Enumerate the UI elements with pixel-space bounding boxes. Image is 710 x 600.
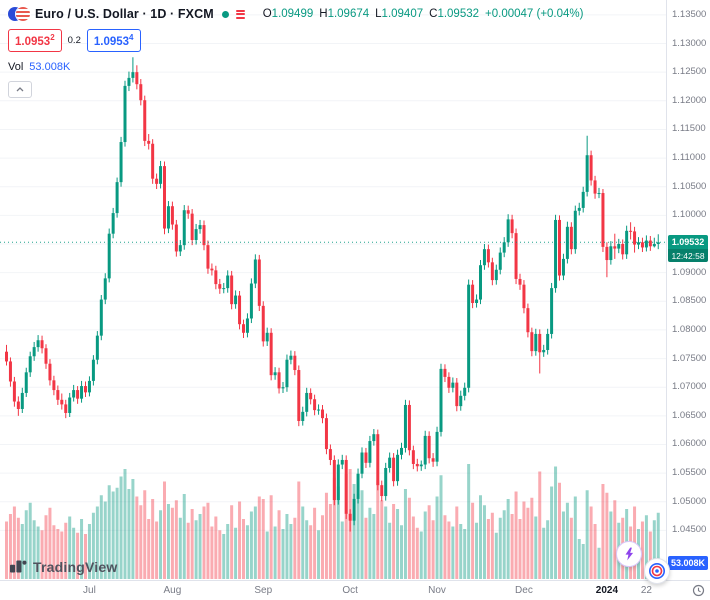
spread-value: 0.2: [67, 34, 81, 46]
open-value: 1.09499: [271, 8, 314, 20]
time-scale-label: Oct: [342, 585, 358, 596]
time-scale-label: Jul: [83, 585, 96, 596]
tradingview-logo-icon: [10, 560, 27, 573]
time-scale-label: 22: [640, 585, 652, 596]
time-scale-label: Dec: [515, 585, 533, 596]
market-status-icon: [221, 10, 229, 18]
lightning-bolt-icon: [625, 547, 634, 561]
price-scale-label: 1.13000: [672, 37, 707, 49]
price-scale-label: 1.06500: [672, 409, 707, 421]
quick-trade-button[interactable]: [616, 541, 642, 567]
price-scale-label: 1.10500: [672, 180, 707, 192]
price-scale-label: 1.09000: [672, 266, 707, 278]
price-scale-label: 1.06000: [672, 438, 707, 450]
symbol-row: Euro / U.S. Dollar · 1D · FXCM O 1.09499 …: [8, 6, 583, 22]
change-value: +0.00047 (+0.04%): [485, 8, 584, 20]
timezone-clock-icon[interactable]: [692, 584, 705, 597]
price-scale-label: 1.11500: [672, 123, 706, 135]
concentric-rings-icon: [648, 562, 666, 580]
legend-collapse-button[interactable]: [8, 80, 32, 98]
bid-ask-row: 1.09532 0.2 1.09534: [8, 29, 583, 52]
price-scale-label: 1.04500: [672, 524, 707, 536]
time-scale[interactable]: Jul Aug Sep Oct Nov Dec 2024 22: [0, 580, 710, 600]
last-price-label: 1.09532 12:42:58: [668, 235, 708, 263]
price-scale-label: 1.07000: [672, 381, 707, 393]
time-scale-label: Nov: [428, 585, 446, 596]
low-value: 1.09407: [381, 8, 424, 20]
price-scale-label: 1.05000: [672, 495, 707, 507]
last-price-value: 1.09532: [668, 235, 708, 250]
eurusd-flag-icon: [8, 7, 30, 21]
price-scale-label: 1.12500: [672, 66, 707, 78]
chevron-up-icon: [16, 86, 24, 92]
price-scale-label: 1.08000: [672, 323, 707, 335]
high-value: 1.09674: [327, 8, 370, 20]
price-scale-label: 1.05500: [672, 467, 707, 479]
market-bubbles-button[interactable]: [644, 558, 670, 584]
buy-price-button[interactable]: 1.09534: [86, 29, 141, 52]
high-label: H: [319, 8, 328, 20]
close-label: C: [429, 8, 438, 20]
time-scale-label: Aug: [163, 585, 182, 596]
volume-indicator-label: Vol: [8, 60, 24, 73]
low-label: L: [375, 8, 382, 20]
price-scale-label: 1.07500: [672, 352, 707, 364]
ohlc-readout: O 1.09499 H 1.09674 L 1.09407 C 1.09532 +0.0…: [257, 8, 584, 20]
price-scale[interactable]: 1.09532 12:42:58 1.13500 1.13000 1.12500 1.…: [666, 0, 710, 580]
volume-indicator-row: Vol 53.008K: [8, 61, 583, 73]
price-scale-label: 1.08500: [672, 295, 707, 307]
bar-countdown: 12:42:58: [668, 249, 708, 263]
symbol-title[interactable]: Euro / U.S. Dollar · 1D · FXCM: [35, 7, 214, 21]
sell-price-button[interactable]: 1.09532: [8, 29, 62, 52]
tradingview-logo-text: TradingView: [33, 558, 118, 575]
open-label: O: [262, 8, 272, 20]
volume-indicator-value: 53.008K: [29, 60, 71, 73]
chart-legend: Euro / U.S. Dollar · 1D · FXCM O 1.09499 …: [8, 6, 583, 98]
price-scale-label: 1.13500: [672, 8, 707, 20]
close-value: 1.09532: [437, 8, 480, 20]
time-scale-label: 2024: [595, 585, 619, 596]
time-scale-label: Sep: [254, 585, 273, 596]
price-scale-label: 1.10000: [672, 209, 707, 221]
price-scale-label: 1.12000: [672, 94, 707, 106]
tradingview-logo[interactable]: TradingView: [10, 558, 117, 575]
volume-axis-label: 53.008K: [668, 556, 708, 570]
price-scale-label: 1.11000: [672, 152, 706, 164]
data-delay-icon: [235, 9, 245, 19]
